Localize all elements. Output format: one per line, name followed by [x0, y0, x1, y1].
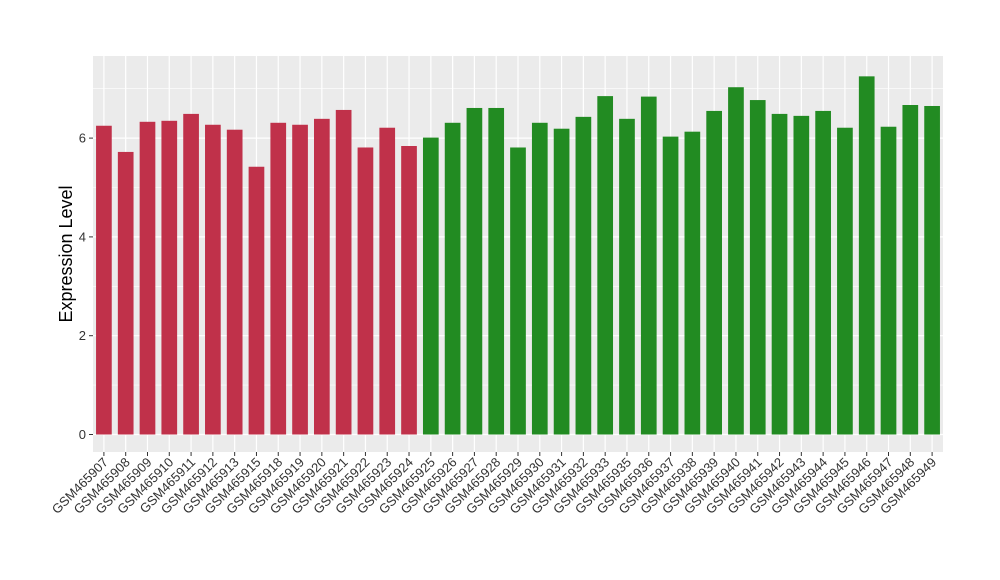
- bar-GSM465926: [444, 122, 461, 435]
- bar-GSM465910: [161, 120, 178, 435]
- y-tick-label: 2: [79, 328, 86, 343]
- bar-GSM465912: [205, 124, 221, 435]
- bar-GSM465922: [357, 147, 374, 435]
- bar-GSM465907: [96, 125, 112, 435]
- bar-GSM465931: [553, 128, 570, 435]
- bar-GSM465930: [531, 122, 548, 435]
- bar-GSM465923: [379, 127, 396, 435]
- bar-GSM465915: [248, 166, 265, 435]
- bar-GSM465939: [706, 110, 722, 435]
- bar-GSM465938: [684, 131, 701, 435]
- y-axis: 0 2 4 6: [79, 131, 93, 442]
- bar-GSM465940: [728, 87, 744, 435]
- bar-GSM465918: [270, 122, 287, 435]
- bar-GSM465932: [575, 116, 592, 435]
- bar-GSM465945: [837, 127, 853, 435]
- bar-GSM465919: [292, 124, 308, 435]
- bar-GSM465929: [510, 147, 526, 435]
- bar-GSM465942: [771, 113, 788, 435]
- y-axis-title: Expression Level: [56, 185, 76, 322]
- y-tick-label: 4: [79, 229, 86, 244]
- bar-GSM465921: [335, 109, 352, 435]
- bars: [96, 76, 940, 435]
- bar-GSM465943: [793, 115, 810, 435]
- bar-GSM465913: [226, 129, 243, 435]
- bar-GSM465928: [488, 107, 505, 435]
- bar-GSM465920: [314, 118, 330, 435]
- bar-GSM465936: [640, 96, 657, 435]
- bar-GSM465937: [662, 136, 679, 435]
- bar-GSM465927: [466, 107, 483, 435]
- bar-GSM465908: [117, 151, 134, 435]
- bar-GSM465946: [858, 76, 875, 435]
- bar-GSM465947: [880, 126, 897, 435]
- x-axis: GSM465907GSM465908GSM465909GSM465910GSM4…: [49, 452, 939, 517]
- bar-GSM465935: [619, 118, 635, 435]
- bar-GSM465941: [749, 100, 766, 435]
- bar-GSM465948: [902, 105, 919, 435]
- y-tick-label: 6: [79, 131, 86, 146]
- bar-GSM465925: [422, 137, 439, 435]
- y-tick-label: 0: [79, 427, 86, 442]
- bar-GSM465944: [815, 110, 831, 435]
- bar-GSM465933: [597, 96, 614, 435]
- bar-GSM465949: [924, 105, 940, 435]
- bar-GSM465924: [401, 146, 417, 435]
- bar-GSM465911: [183, 113, 199, 435]
- bar-GSM465909: [139, 121, 156, 435]
